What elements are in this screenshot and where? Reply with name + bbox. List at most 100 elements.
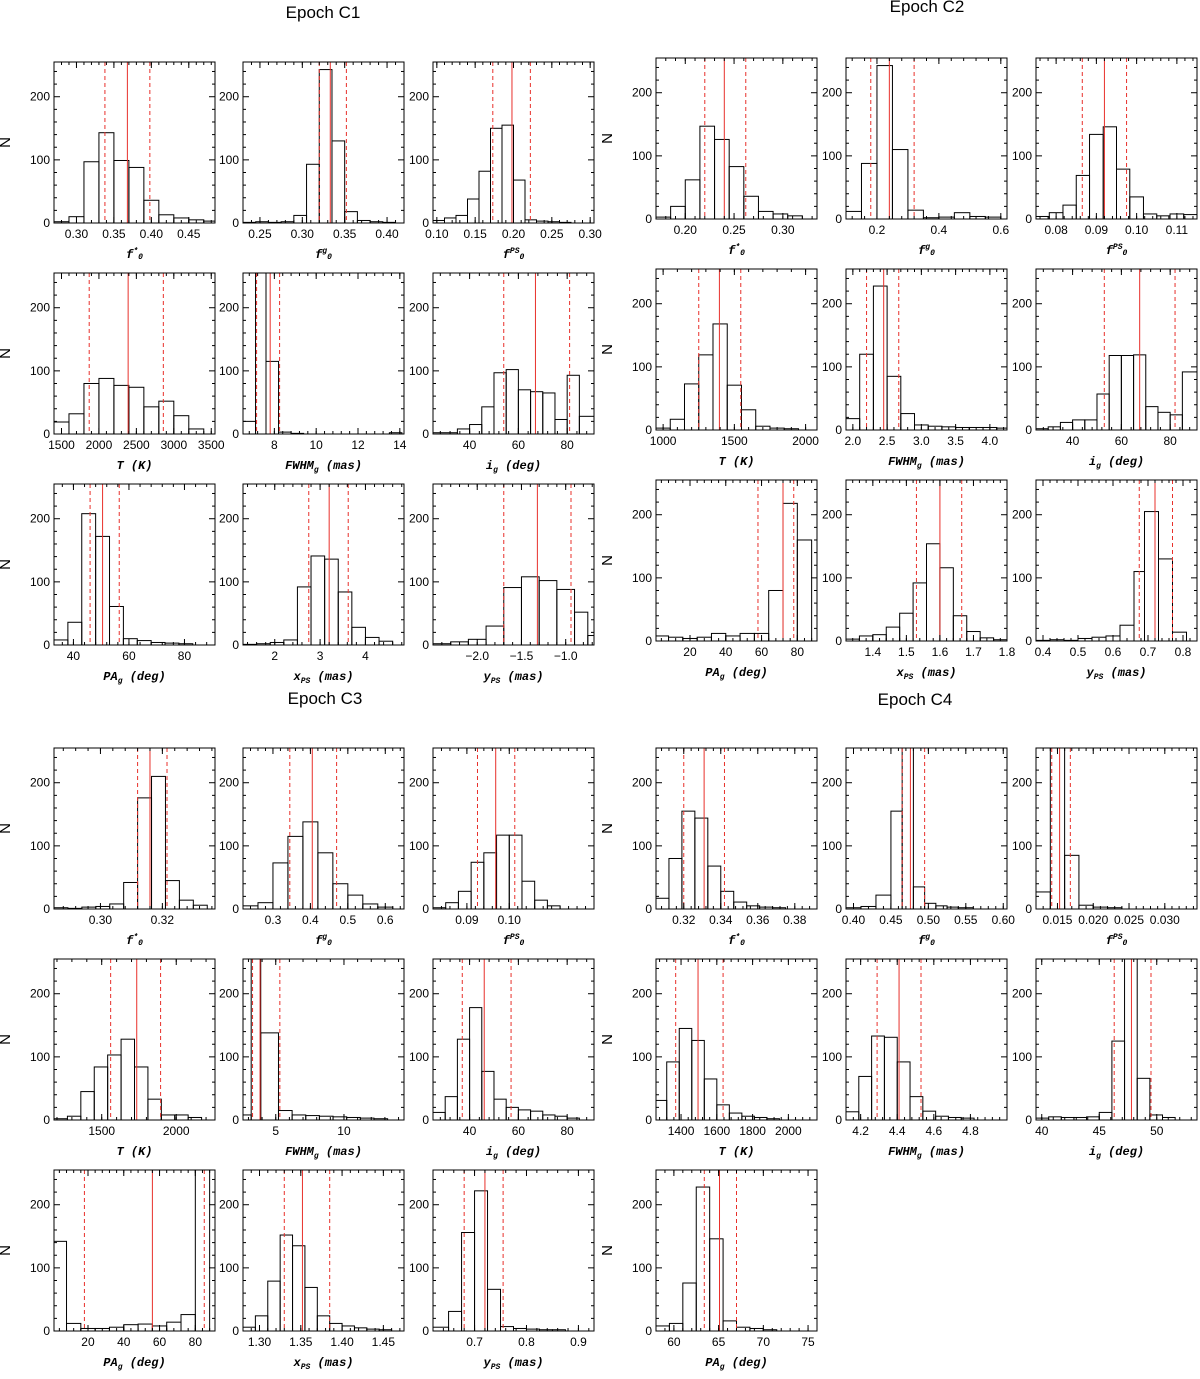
y-tick-label: 200 [219,301,239,315]
histogram-bar [682,1282,697,1332]
x-tick-label: 60 [153,1335,167,1349]
x-tick-label: 3500 [198,438,225,452]
plot-frame [655,479,818,642]
histogram-bar [668,1322,684,1332]
y-axis-label: N [599,133,616,144]
histogram-bar [736,1326,751,1332]
y-tick-label: 100 [632,360,652,374]
plot-frame [242,958,405,1121]
histogram-bar [891,149,909,220]
x-tick-label: 4 [362,649,369,663]
epoch-title: Epoch C3 [288,689,363,708]
x-axis-label: f*0 [728,243,745,258]
epoch-block-1: Epoch C1NNN0.300.350.400.450100200f*00.2… [0,3,602,686]
x-tick-label: 1.35 [289,1335,313,1349]
x-tick-label: 0.7 [1140,645,1157,659]
y-tick-label: 100 [1012,1050,1032,1064]
histogram-bar [122,638,138,646]
x-tick-label: 0.32 [151,913,175,927]
x-tick-label: 0.09 [455,913,479,927]
histogram-bar [305,1115,320,1121]
x-tick-label: 0.40 [842,913,866,927]
x-tick-label: −2.0 [465,649,489,663]
y-tick-label: 200 [219,512,239,526]
x-tick-label: 0.6 [992,223,1009,237]
histogram-panel: 0.7 0.8 0.9 0 100 200 yPS (mas) [409,1169,595,1372]
histogram-bar [158,400,175,435]
x-tick-label: 10 [310,438,324,452]
y-tick-label: 100 [822,571,842,585]
x-tick-label: −1.5 [510,649,534,663]
histogram-bar [329,1322,343,1332]
x-axis-label: yPS (mas) [1085,666,1146,682]
histogram-bar [907,209,924,220]
x-tick-label: 60 [122,649,136,663]
histogram-bar [80,1091,95,1121]
x-tick-label: 1.4 [864,645,881,659]
x-tick-label: 0.32 [672,913,696,927]
y-tick-label: 200 [632,1198,652,1212]
y-tick-label: 100 [30,1050,50,1064]
histogram-bar [432,1326,450,1332]
plot-frame [432,1169,595,1332]
plot-frame [655,268,818,431]
histogram-bar [503,587,522,646]
x-tick-label: 14 [393,438,407,452]
histogram-bar [728,166,745,220]
histogram-panel: 0.4 0.5 0.6 0.7 0.8 0 100 200 yPS (mas) [1012,479,1198,682]
y-tick-label: 200 [822,508,842,522]
x-tick-label: 0.4 [931,223,948,237]
y-tick-label: 200 [409,987,429,1001]
x-tick-label: 4.6 [925,1124,942,1138]
histogram-bar [1149,1114,1163,1121]
histogram-panel: 4.2 4.4 4.6 4.8 0 100 200 FWHMg (mas) [822,958,1008,1161]
histogram-panel: −2.0 −1.5 −1.0 0 100 200 yPS (mas) [409,483,595,686]
x-tick-label: 1500 [88,1124,115,1138]
histogram-bar [164,880,180,910]
histogram-panel: 1400 1600 1800 2000 0 100 200 T (K) [632,958,818,1159]
y-tick-label: 200 [632,86,652,100]
histogram-panel: 0.40 0.45 0.50 0.55 0.60 0 100 200 fg0 [822,747,1015,948]
y-tick-label: 0 [422,1113,429,1127]
histogram-bar [317,852,334,910]
plot-frame [242,1169,405,1332]
histogram-panel: 1.4 1.5 1.6 1.7 1.8 0 100 200 xPS (mas) [822,479,1016,682]
x-tick-label: 1000 [650,434,677,448]
histogram-bar [444,1096,458,1121]
y-tick-label: 200 [219,90,239,104]
y-tick-label: 200 [219,987,239,1001]
histogram-bar [782,502,798,642]
histogram-bar [120,1038,136,1121]
x-tick-label: 0.8 [1175,645,1192,659]
y-axis-label: N [0,137,14,148]
y-tick-label: 0 [232,216,239,230]
y-axis-label: N [0,1245,14,1256]
histogram-bar [1064,854,1080,910]
histogram-bar [1158,558,1173,642]
x-tick-label: 5 [272,1124,279,1138]
plot-frame [845,958,1008,1121]
histogram-bar [726,384,742,431]
y-tick-label: 200 [409,1198,429,1212]
x-tick-label: 0.30 [291,227,315,241]
y-axis-label: N [599,344,616,355]
histogram-bar [493,1098,507,1121]
histogram-bar [668,857,683,910]
x-axis-label: yPS (mas) [482,670,543,686]
histogram-bar [109,605,124,646]
x-axis-label: FWHMg (mas) [285,459,362,475]
histogram-bar [83,161,100,224]
histogram-bar [703,1078,718,1121]
y-tick-label: 0 [422,427,429,441]
histogram-bar [714,138,730,220]
histogram-panel: 40 60 80 0 100 200 ig (deg) [409,272,595,475]
histogram-bar [709,1238,724,1332]
histogram-bar [1102,126,1118,220]
histogram-bar [68,413,85,435]
histogram-bar [666,1061,680,1121]
y-axis-label: N [599,1034,616,1045]
x-axis-label: ig (deg) [486,459,541,475]
histogram-panel: 1.30 1.35 1.40 1.45 0 100 200 xPS (mas) [219,1169,405,1372]
histogram-bar [554,418,568,435]
y-tick-label: 0 [43,216,50,230]
